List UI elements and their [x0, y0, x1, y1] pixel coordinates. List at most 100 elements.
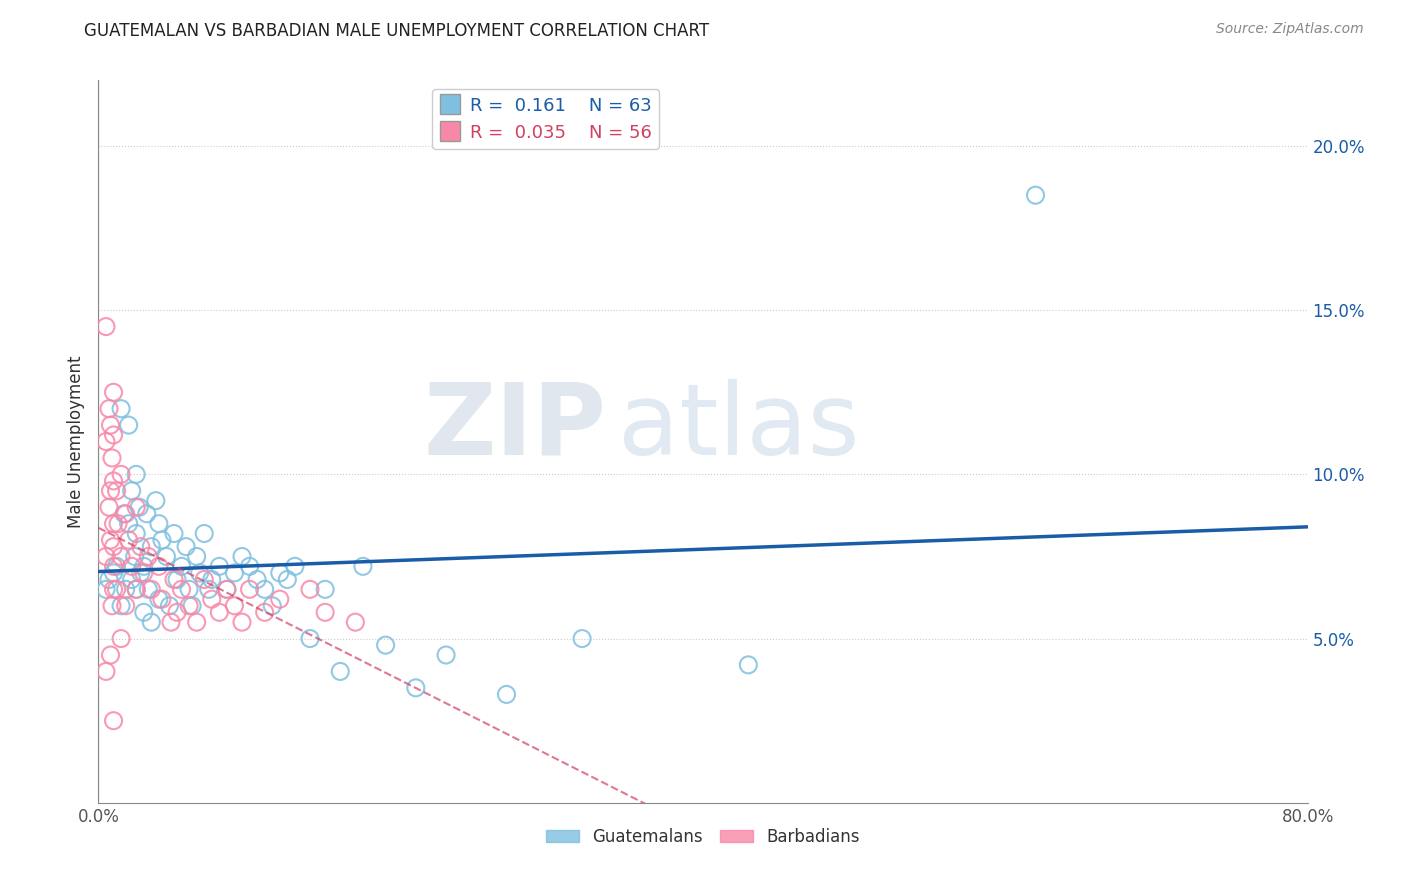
Point — [188, 566, 211, 580]
Point — [118, 418, 141, 433]
Point — [737, 657, 759, 672]
Point — [374, 638, 396, 652]
Point — [239, 559, 262, 574]
Point — [170, 582, 193, 597]
Point — [495, 687, 517, 701]
Point — [94, 665, 117, 679]
Point — [262, 599, 284, 613]
Point — [224, 599, 246, 613]
Point — [103, 428, 125, 442]
Point — [231, 615, 253, 630]
Point — [136, 549, 159, 564]
Point — [101, 599, 124, 613]
Point — [1024, 188, 1046, 202]
Point — [246, 573, 269, 587]
Point — [110, 599, 132, 613]
Point — [201, 573, 224, 587]
Point — [186, 549, 208, 564]
Point — [94, 434, 117, 449]
Point — [434, 648, 457, 662]
Point — [141, 582, 163, 597]
Point — [224, 566, 246, 580]
Point — [125, 582, 148, 597]
Point — [100, 483, 122, 498]
Point — [94, 549, 117, 564]
Point — [571, 632, 593, 646]
Point — [110, 401, 132, 416]
Point — [110, 632, 132, 646]
Point — [98, 573, 121, 587]
Point — [284, 559, 307, 574]
Point — [197, 582, 219, 597]
Point — [94, 319, 117, 334]
Point — [299, 632, 322, 646]
Point — [128, 500, 150, 515]
Point — [98, 401, 121, 416]
Point — [231, 549, 253, 564]
Point — [103, 385, 125, 400]
Point — [269, 566, 291, 580]
Point — [253, 605, 276, 619]
Point — [124, 549, 146, 564]
Point — [100, 418, 122, 433]
Point — [125, 526, 148, 541]
Point — [105, 559, 128, 574]
Point — [101, 450, 124, 465]
Point — [253, 582, 276, 597]
Point — [118, 533, 141, 547]
Point — [193, 526, 215, 541]
Point — [100, 648, 122, 662]
Point — [98, 500, 121, 515]
Point — [269, 592, 291, 607]
Point — [110, 549, 132, 564]
Legend: Guatemalans, Barbadians: Guatemalans, Barbadians — [540, 821, 866, 852]
Point — [121, 483, 143, 498]
Text: ZIP: ZIP — [423, 378, 606, 475]
Point — [136, 582, 159, 597]
Point — [215, 582, 238, 597]
Point — [163, 526, 186, 541]
Point — [159, 599, 181, 613]
Point — [129, 566, 152, 580]
Point — [103, 474, 125, 488]
Point — [118, 516, 141, 531]
Point — [150, 533, 173, 547]
Point — [105, 582, 128, 597]
Point — [314, 582, 336, 597]
Point — [174, 540, 197, 554]
Point — [329, 665, 352, 679]
Y-axis label: Male Unemployment: Male Unemployment — [66, 355, 84, 528]
Point — [121, 559, 143, 574]
Point — [103, 582, 125, 597]
Point — [181, 599, 204, 613]
Point — [352, 559, 374, 574]
Point — [201, 592, 224, 607]
Point — [186, 615, 208, 630]
Point — [166, 573, 188, 587]
Point — [125, 467, 148, 482]
Point — [166, 605, 188, 619]
Point — [121, 573, 143, 587]
Point — [107, 516, 129, 531]
Point — [208, 559, 231, 574]
Text: GUATEMALAN VS BARBADIAN MALE UNEMPLOYMENT CORRELATION CHART: GUATEMALAN VS BARBADIAN MALE UNEMPLOYMEN… — [84, 22, 710, 40]
Point — [132, 566, 155, 580]
Point — [141, 540, 163, 554]
Text: Source: ZipAtlas.com: Source: ZipAtlas.com — [1216, 22, 1364, 37]
Point — [103, 559, 125, 574]
Point — [114, 582, 136, 597]
Point — [148, 559, 170, 574]
Point — [314, 605, 336, 619]
Point — [125, 582, 148, 597]
Point — [160, 615, 183, 630]
Point — [148, 516, 170, 531]
Point — [94, 582, 117, 597]
Point — [155, 549, 177, 564]
Point — [208, 605, 231, 619]
Point — [103, 566, 125, 580]
Point — [132, 605, 155, 619]
Point — [100, 533, 122, 547]
Point — [215, 582, 238, 597]
Point — [112, 507, 135, 521]
Point — [141, 615, 163, 630]
